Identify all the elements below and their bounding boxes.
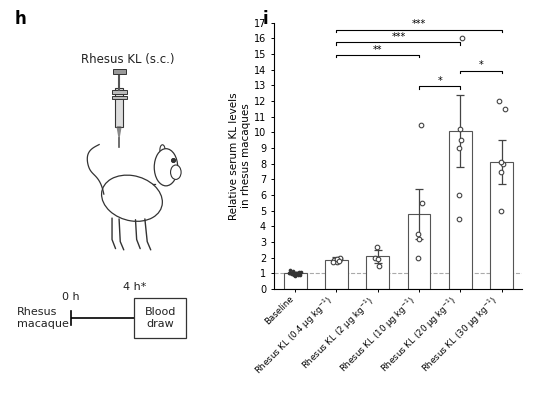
Point (288, 270, 296, 277)
Point (294, 271, 303, 278)
Point (499, 160, 508, 167)
Text: **: ** (373, 45, 383, 55)
Polygon shape (117, 127, 121, 138)
Bar (449, 131, 472, 289)
Point (286, 267, 294, 273)
Text: ***: *** (412, 19, 426, 29)
Point (294, 272, 302, 278)
Point (291, 273, 300, 279)
Point (290, 270, 298, 277)
Point (415, 236, 423, 242)
Point (455, 145, 463, 152)
Point (497, 168, 506, 175)
Point (457, 35, 466, 42)
Point (495, 98, 503, 104)
Point (295, 268, 303, 275)
Point (296, 272, 305, 279)
Point (287, 271, 296, 278)
Bar (111, 90, 126, 94)
Point (374, 256, 382, 263)
Text: *: * (479, 60, 483, 70)
Point (286, 270, 294, 277)
Point (417, 199, 426, 206)
Point (371, 254, 379, 261)
Ellipse shape (154, 149, 177, 186)
Point (456, 126, 464, 133)
Point (330, 257, 338, 263)
Point (290, 269, 299, 276)
Point (285, 270, 294, 277)
Point (375, 262, 383, 269)
Text: 0 h: 0 h (62, 292, 80, 302)
Text: ***: *** (391, 32, 406, 42)
Point (454, 192, 463, 198)
Text: Rhesus KL (s.c.): Rhesus KL (s.c.) (80, 53, 174, 66)
Point (373, 244, 382, 250)
Point (457, 137, 465, 144)
Text: h: h (15, 10, 27, 28)
Point (333, 256, 341, 263)
Bar (112, 69, 126, 74)
Point (497, 159, 505, 166)
Point (329, 259, 338, 265)
Text: i: i (262, 10, 268, 28)
Bar (366, 256, 389, 289)
Point (333, 259, 341, 266)
Point (286, 269, 294, 276)
Bar (325, 260, 348, 289)
Point (417, 121, 425, 128)
Point (292, 270, 300, 277)
Text: Rhesus
macaque: Rhesus macaque (17, 307, 69, 329)
Point (333, 258, 342, 264)
Bar (111, 96, 126, 99)
Point (296, 270, 304, 277)
Point (291, 271, 300, 278)
Bar (284, 273, 306, 289)
Point (414, 231, 422, 237)
Point (297, 268, 305, 275)
Point (414, 254, 422, 261)
Text: 4 h*: 4 h* (123, 282, 146, 292)
Text: *: * (438, 76, 442, 86)
Text: Blood
draw: Blood draw (144, 307, 176, 329)
Point (293, 269, 302, 276)
Bar (115, 88, 123, 127)
Bar (408, 214, 431, 289)
Point (501, 106, 510, 112)
Ellipse shape (160, 145, 165, 155)
Point (336, 256, 344, 263)
Y-axis label: Relative serum KL levels
in rhesus macaques: Relative serum KL levels in rhesus macaq… (229, 92, 251, 220)
Ellipse shape (102, 175, 163, 221)
Point (455, 215, 463, 222)
Point (496, 207, 505, 214)
Point (289, 272, 298, 278)
Point (336, 254, 344, 261)
Point (334, 258, 343, 264)
Point (288, 268, 297, 274)
Bar (134, 298, 186, 338)
Ellipse shape (171, 165, 181, 179)
Bar (490, 162, 513, 289)
